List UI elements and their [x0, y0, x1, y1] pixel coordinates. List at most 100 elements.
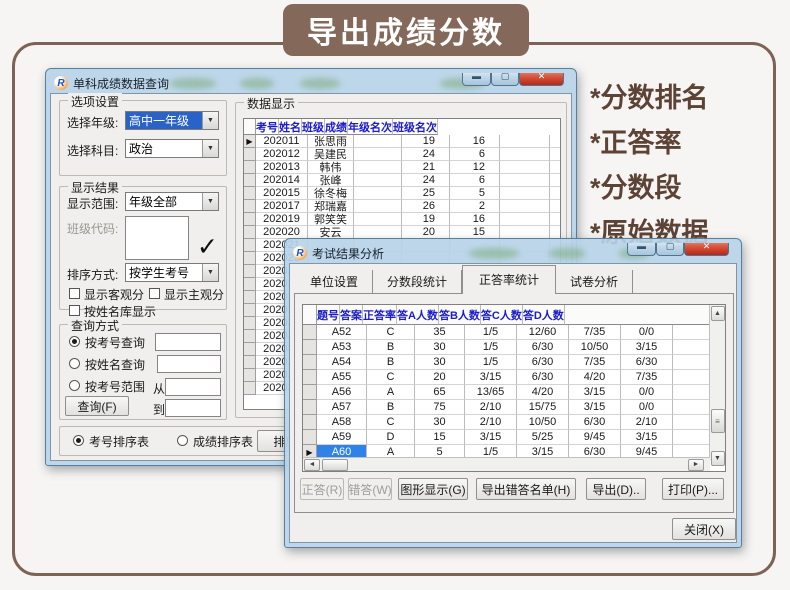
table-row[interactable]: ▶ A60 A 5 1/5 3/15 6/30 9/45: [303, 445, 725, 460]
range-from-input[interactable]: [165, 378, 221, 396]
table-row[interactable]: 202019 郭笑笑 19 16: [244, 213, 560, 226]
tab[interactable]: 试卷分析: [556, 270, 634, 294]
query-button[interactable]: 查询(F): [65, 396, 129, 416]
subject-select[interactable]: 政治 ▼: [125, 139, 219, 158]
row-selector[interactable]: [244, 304, 256, 317]
table-row[interactable]: A52 C 35 1/5 12/60 7/35 0/0: [303, 325, 725, 340]
row-selector[interactable]: [244, 226, 256, 239]
minimize-icon[interactable]: ▬: [627, 243, 656, 256]
column-header[interactable]: 年级名次: [348, 119, 393, 135]
chevron-down-icon[interactable]: ▼: [202, 112, 218, 129]
query-by-range-radio[interactable]: [69, 380, 80, 391]
tab[interactable]: 正答率统计: [462, 265, 557, 294]
column-header[interactable]: 答D人数: [522, 305, 565, 325]
table-row[interactable]: A53 B 30 1/5 6/30 10/50 3/15: [303, 340, 725, 355]
row-selector[interactable]: [244, 278, 256, 291]
table-row[interactable]: 202020 安云 20 15: [244, 226, 560, 239]
row-selector[interactable]: [303, 400, 317, 415]
score-sort-radio[interactable]: [177, 435, 188, 446]
action-button[interactable]: 导出错答名单(H): [476, 478, 576, 500]
column-header[interactable]: 答A人数: [397, 305, 439, 325]
sort-select[interactable]: 按学生考号 ▼: [125, 263, 219, 282]
close-icon[interactable]: ✕: [684, 243, 729, 256]
row-selector[interactable]: [244, 239, 256, 252]
table-row[interactable]: ▶ 202011 张思雨 19 16: [244, 135, 560, 148]
class-code-box[interactable]: [125, 216, 189, 260]
row-selector[interactable]: [303, 430, 317, 445]
action-button[interactable]: 正答(R): [300, 478, 344, 500]
scroll-up-icon[interactable]: ▲: [710, 306, 725, 321]
query-by-name-radio[interactable]: [69, 358, 80, 369]
row-selector[interactable]: [244, 382, 256, 395]
action-button[interactable]: 错答(W): [348, 478, 392, 500]
column-header[interactable]: 班级名次: [393, 119, 438, 135]
row-selector[interactable]: [244, 369, 256, 382]
range-select[interactable]: 年级全部 ▼: [125, 192, 219, 211]
row-selector[interactable]: ▶: [244, 135, 256, 148]
vertical-scrollbar[interactable]: ▲ ≡ ▼: [709, 305, 725, 466]
query-by-number-radio[interactable]: [69, 336, 80, 347]
scroll-down-icon[interactable]: ▼: [710, 451, 725, 466]
row-selector[interactable]: [244, 343, 256, 356]
column-header[interactable]: 正答率: [363, 305, 397, 325]
table-row[interactable]: A59 D 15 3/15 5/25 9/45 3/15: [303, 430, 725, 445]
column-header[interactable]: 成绩: [325, 119, 348, 135]
row-selector[interactable]: [303, 325, 317, 340]
row-selector[interactable]: [244, 187, 256, 200]
number-sort-radio[interactable]: [73, 435, 84, 446]
table-row[interactable]: A57 B 75 2/10 15/75 3/15 0/0: [303, 400, 725, 415]
action-button[interactable]: 导出(D)..: [586, 478, 646, 500]
range-to-input[interactable]: [165, 399, 221, 417]
row-selector[interactable]: [244, 265, 256, 278]
grade-select[interactable]: 高中一年级 ▼: [125, 111, 219, 130]
scroll-thumb[interactable]: ≡: [710, 409, 725, 433]
row-selector[interactable]: [303, 340, 317, 355]
table-row[interactable]: 202013 韩伟 21 12: [244, 161, 560, 174]
table-row[interactable]: 202015 徐冬梅 25 5: [244, 187, 560, 200]
row-selector[interactable]: [244, 356, 256, 369]
window2-titlebar[interactable]: R 考试结果分析 ▬ ▢ ✕: [289, 243, 737, 263]
table-row[interactable]: A54 B 30 1/5 6/30 7/35 6/30: [303, 355, 725, 370]
window1-titlebar[interactable]: R 单科成绩数据查询 ▬ ▢ ✕: [50, 73, 572, 93]
query-number-input[interactable]: [155, 333, 221, 351]
row-selector[interactable]: [303, 355, 317, 370]
maximize-icon[interactable]: ▢: [491, 73, 519, 86]
scroll-left-icon[interactable]: ◄: [304, 458, 320, 471]
column-header[interactable]: 答B人数: [438, 305, 481, 325]
action-button[interactable]: 打印(P)...: [662, 478, 724, 500]
column-header[interactable]: 题号: [317, 305, 340, 325]
row-selector[interactable]: [244, 291, 256, 304]
tab[interactable]: 单位设置: [296, 270, 374, 294]
table-row[interactable]: 202017 郑瑞嘉 26 2: [244, 200, 560, 213]
action-button[interactable]: 图形显示(G): [398, 478, 468, 500]
row-selector[interactable]: [244, 317, 256, 330]
column-header[interactable]: 考号: [256, 119, 279, 135]
maximize-icon[interactable]: ▢: [656, 243, 684, 256]
row-selector[interactable]: [244, 330, 256, 343]
row-selector[interactable]: [244, 161, 256, 174]
row-selector[interactable]: [244, 174, 256, 187]
chevron-down-icon[interactable]: ▼: [202, 140, 218, 157]
subjective-checkbox[interactable]: [149, 288, 160, 299]
horizontal-scrollbar[interactable]: ◄ ►: [303, 457, 710, 471]
row-selector[interactable]: [303, 415, 317, 430]
close-button[interactable]: 关闭(X): [672, 518, 736, 540]
tab[interactable]: 分数段统计: [373, 270, 463, 294]
column-header[interactable]: 答案: [340, 305, 363, 325]
chevron-down-icon[interactable]: ▼: [202, 264, 218, 281]
column-header[interactable]: 姓名: [279, 119, 302, 135]
column-header[interactable]: 答C人数: [480, 305, 523, 325]
table-row[interactable]: 202014 张峰 24 6: [244, 174, 560, 187]
row-selector[interactable]: [303, 370, 317, 385]
minimize-icon[interactable]: ▬: [462, 73, 491, 86]
scroll-thumb[interactable]: [322, 458, 348, 471]
row-selector[interactable]: [303, 385, 317, 400]
row-selector[interactable]: [244, 200, 256, 213]
name-lib-checkbox[interactable]: [69, 305, 80, 316]
table-row[interactable]: 202012 吴建民 24 6: [244, 148, 560, 161]
row-selector[interactable]: [244, 213, 256, 226]
table-row[interactable]: A58 C 30 2/10 10/50 6/30 2/10: [303, 415, 725, 430]
query-name-input[interactable]: [157, 355, 221, 373]
chevron-down-icon[interactable]: ▼: [202, 193, 218, 210]
table-row[interactable]: A55 C 20 3/15 6/30 4/20 7/35: [303, 370, 725, 385]
